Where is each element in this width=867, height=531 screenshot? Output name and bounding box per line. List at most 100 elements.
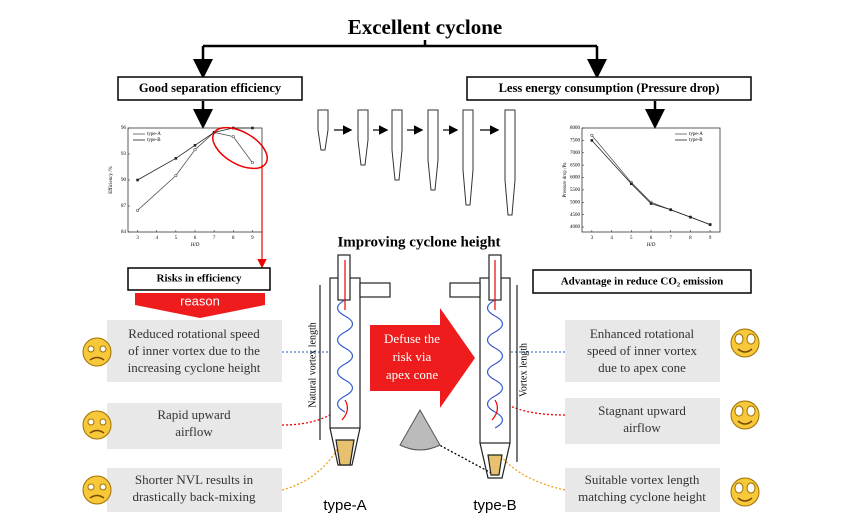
marker	[231, 135, 235, 139]
note-line: matching cyclone height	[578, 489, 706, 504]
note-line: increasing cyclone height	[128, 360, 261, 375]
reason-label: reason	[180, 293, 220, 308]
marker	[689, 215, 692, 219]
apex-cone	[399, 408, 441, 451]
defuse-text: Defuse the risk via apex cone	[384, 331, 440, 382]
note-line: Suitable vortex length	[585, 472, 700, 487]
series-line	[591, 140, 711, 225]
vortex-length-label: Vortex length	[518, 343, 529, 397]
marker	[193, 144, 197, 147]
y-axis-label: Efficiency /%	[109, 166, 114, 194]
y-tick-label: 90	[121, 178, 127, 183]
marker	[590, 133, 594, 137]
y-tick-label: 87	[121, 204, 127, 209]
plot-frame	[127, 127, 263, 233]
x-tick-label: 3	[136, 236, 139, 241]
marker	[708, 223, 712, 226]
note-line: drastically back-mixing	[132, 489, 256, 504]
notes: Reduced rotational speed of inner vortex …	[128, 326, 707, 504]
note-line: Rapid upward	[157, 407, 231, 422]
connectors	[193, 40, 665, 129]
pressure-chart: 3 4 5 6 7 8 9 4000 4500 5000 5500 6000 6500 7000 7500 8…	[563, 126, 721, 248]
y-tick-label: 96	[121, 126, 127, 131]
natural-vortex-label: Natural vortex length	[307, 322, 318, 408]
note-line: airflow	[175, 424, 213, 439]
marker	[193, 148, 197, 152]
marker	[250, 161, 254, 165]
x-tick-label: 4	[155, 236, 158, 241]
cyclone-a	[319, 254, 391, 466]
x-axis-label: H/D	[190, 243, 200, 248]
x-tick-label: 4	[610, 236, 613, 241]
type-a-label: type-A	[323, 497, 366, 514]
x-axis-label: H/D	[646, 243, 656, 248]
defuse-line: Defuse the	[384, 331, 440, 346]
center-label: Improving cyclone height	[337, 234, 500, 250]
x-tick-label: 7	[213, 236, 216, 241]
x-tick-label: 8	[232, 236, 235, 241]
x-tick-label: 9	[709, 236, 712, 241]
note-line: airflow	[623, 420, 661, 435]
series-line	[591, 135, 711, 225]
y-axis-label: Pressure drop /Pa	[563, 162, 568, 198]
title: Excellent cyclone	[348, 15, 503, 39]
note-line: due to apex cone	[598, 360, 686, 375]
pointers	[281, 351, 566, 491]
y-tick-label: 7000	[570, 151, 581, 156]
x-tick-label: 7	[669, 236, 672, 241]
marker	[174, 174, 178, 178]
legend-label: type-B	[689, 138, 703, 143]
cyclone-b	[449, 254, 518, 479]
note-line: Enhanced rotational	[590, 326, 695, 341]
marker	[136, 178, 139, 182]
x-tick-label: 6	[194, 236, 197, 241]
defuse-line: risk via	[393, 349, 432, 364]
y-tick-label: 7500	[570, 139, 581, 144]
reason-arrow	[135, 293, 265, 318]
right-header: Less energy consumption (Pressure drop)	[499, 81, 720, 95]
plot-frame	[581, 127, 721, 233]
marker	[174, 157, 178, 160]
advantage-label: Advantage in reduce CO₂ emission	[561, 276, 724, 288]
defuse-arrow	[370, 308, 475, 408]
y-tick-label: 5000	[570, 200, 581, 205]
marker	[629, 182, 633, 186]
y-tick-label: 5500	[570, 188, 581, 193]
note-line: Stagnant upward	[598, 403, 686, 418]
type-b-label: type-B	[473, 497, 516, 514]
y-tick-label: 84	[121, 230, 127, 235]
x-tick-label: 3	[591, 236, 594, 241]
x-tick-label: 9	[251, 236, 254, 241]
left-header: Good separation efficiency	[139, 81, 282, 95]
x-tick-label: 5	[630, 236, 633, 241]
marker	[669, 208, 673, 212]
risk-box	[127, 267, 271, 291]
y-tick-label: 8000	[570, 126, 581, 131]
cyclone-sequence	[317, 109, 516, 216]
x-tick-label: 6	[650, 236, 653, 241]
series-line	[137, 131, 253, 211]
header-box	[466, 76, 752, 101]
note-boxes	[107, 320, 720, 512]
faces	[82, 328, 760, 507]
highlight	[212, 126, 268, 170]
x-tick-label: 5	[175, 236, 178, 241]
y-tick-label: 4000	[570, 225, 581, 230]
series-line	[137, 127, 253, 181]
note-line: speed of inner vortex	[587, 343, 698, 358]
marker	[649, 202, 653, 205]
y-tick-label: 93	[121, 152, 127, 157]
legend-label: type-B	[147, 138, 161, 143]
marker	[590, 139, 594, 142]
note-line: Shorter NVL results in	[135, 472, 254, 487]
efficiency-chart: 3 4 5 6 7 8 9 84 87 90 93 96 H/D Efficiency /% type-At…	[109, 126, 263, 248]
header-box	[117, 76, 303, 101]
legend-label: type-A	[689, 132, 703, 137]
note-line: of inner vortex due to the	[128, 343, 260, 358]
note-line: Reduced rotational speed	[128, 326, 260, 341]
marker	[136, 208, 140, 212]
defuse-line: apex cone	[386, 367, 439, 382]
y-tick-label: 4500	[570, 213, 581, 218]
x-tick-label: 8	[689, 236, 692, 241]
